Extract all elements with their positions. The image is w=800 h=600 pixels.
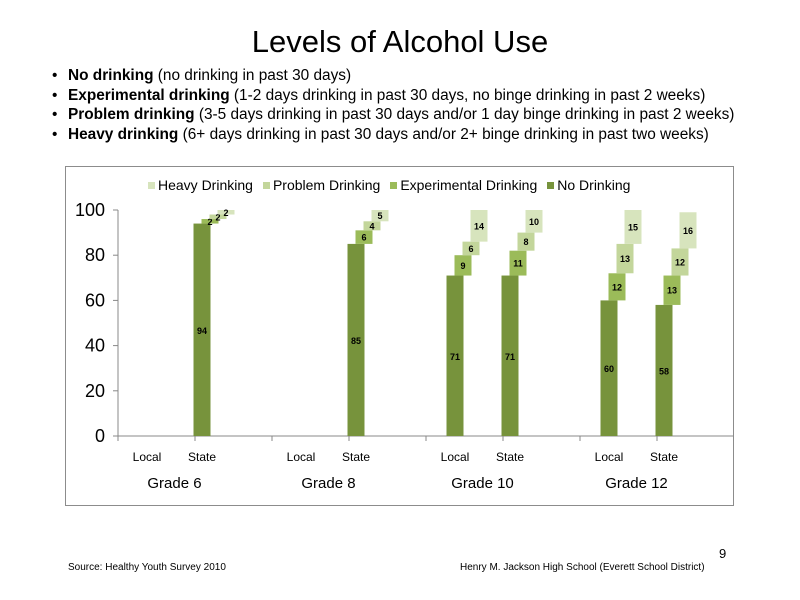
legend-label: Problem Drinking xyxy=(272,177,381,193)
definition-desc: (1-2 days drinking in past 30 days, no b… xyxy=(233,86,706,104)
bar-segment xyxy=(663,275,681,305)
bar-segment xyxy=(509,250,527,276)
data-label: 2 xyxy=(223,208,228,218)
legend-swatch xyxy=(547,181,555,189)
bar-segment xyxy=(371,210,389,222)
bar-category-label: State xyxy=(496,450,524,464)
data-label: 2 xyxy=(207,217,212,227)
bar-segment xyxy=(201,219,219,224)
y-tick-label: 100 xyxy=(75,200,105,220)
y-tick-label: 60 xyxy=(85,290,105,310)
y-tick-label: 40 xyxy=(85,336,105,356)
data-label: 16 xyxy=(683,226,693,236)
data-label: 13 xyxy=(620,254,630,264)
bar-category-label: Local xyxy=(133,450,162,464)
bar-segment xyxy=(655,304,673,436)
bar-segment xyxy=(446,275,464,436)
legend-label: Heavy Drinking xyxy=(158,177,253,193)
data-label: 5 xyxy=(377,211,382,221)
data-label: 13 xyxy=(667,286,677,296)
legend-label: Experimental Drinking xyxy=(400,177,538,193)
group-label: Grade 12 xyxy=(605,475,668,492)
legend-swatch xyxy=(148,181,155,189)
bar-segment xyxy=(217,210,235,215)
legend-item-heavy-drinking: Heavy Drinking xyxy=(148,177,253,193)
bar-segment xyxy=(355,230,373,244)
bar-segment xyxy=(517,232,535,251)
definition-term: Experimental drinking xyxy=(68,86,230,104)
group-label: Grade 10 xyxy=(451,475,514,492)
y-tick-label: 20 xyxy=(85,381,105,401)
slide-title: Levels of Alcohol Use xyxy=(251,24,549,59)
data-label: 94 xyxy=(197,326,207,336)
bar-category-label: State xyxy=(188,450,216,464)
definition-experimental-drinking: Experimental drinking (1-2 days drinking… xyxy=(52,86,734,106)
data-label: 4 xyxy=(369,221,374,231)
legend-item-experimental-drinking: Experimental Drinking xyxy=(390,177,537,193)
definition-list: No drinking (no drinking in past 30 days… xyxy=(52,66,734,144)
bar-segment xyxy=(454,255,472,276)
bar-segment xyxy=(600,300,618,436)
definition-no-drinking: No drinking (no drinking in past 30 days… xyxy=(52,66,734,86)
bar-segment xyxy=(671,248,689,276)
group-label: Grade 8 xyxy=(301,475,355,492)
data-label: 2 xyxy=(215,212,220,222)
definition-desc: (no drinking in past 30 days) xyxy=(157,67,352,84)
bar-category-label: Local xyxy=(441,450,470,464)
data-label: 14 xyxy=(474,221,484,231)
definition-desc: (6+ days drinking in past 30 days and/or… xyxy=(182,125,709,143)
bar-category-label: State xyxy=(342,450,370,464)
definition-term: No drinking xyxy=(68,67,154,84)
bar-segment xyxy=(616,243,634,274)
bar-segment xyxy=(193,223,211,436)
footer-school: Henry M. Jackson High School (Everett Sc… xyxy=(460,562,705,573)
definition-heavy-drinking: Heavy drinking (6+ days drinking in past… xyxy=(52,125,734,145)
bar-category-label: State xyxy=(650,450,678,464)
y-tick-label: 80 xyxy=(85,245,105,265)
bar-category-label: Local xyxy=(287,450,316,464)
bar-category-label: Local xyxy=(595,450,624,464)
chart-legend: Heavy Drinking Problem Drinking Experime… xyxy=(148,177,630,193)
bar-segment xyxy=(624,210,642,244)
bar-segment xyxy=(347,243,365,436)
data-label: 15 xyxy=(628,222,638,232)
data-label: 58 xyxy=(659,366,669,376)
bar-segment xyxy=(525,210,543,233)
bar-segment xyxy=(462,241,480,256)
data-label: 85 xyxy=(351,336,361,346)
bar-segment xyxy=(470,210,488,242)
bar-segment xyxy=(679,212,697,249)
data-label: 60 xyxy=(604,364,614,374)
definition-desc: (3-5 days drinking in past 30 days and/o… xyxy=(198,106,735,123)
bar-segment xyxy=(209,214,227,220)
data-label: 10 xyxy=(529,217,539,227)
legend-swatch xyxy=(262,181,270,189)
data-label: 71 xyxy=(505,352,515,362)
data-label: 6 xyxy=(361,233,366,243)
data-label: 9 xyxy=(460,261,465,271)
data-label: 6 xyxy=(468,244,473,254)
data-label: 11 xyxy=(513,259,523,269)
data-label: 12 xyxy=(612,282,622,292)
definition-term: Heavy drinking xyxy=(68,125,179,143)
data-label: 8 xyxy=(523,237,528,247)
group-label: Grade 6 xyxy=(147,475,201,492)
chart-frame xyxy=(65,166,734,506)
bar-segment xyxy=(501,275,519,436)
legend-item-no-drinking: No Drinking xyxy=(547,177,630,193)
bar-segment xyxy=(608,273,626,301)
footer-source: Source: Healthy Youth Survey 2010 xyxy=(68,562,226,573)
page-number: 9 xyxy=(719,546,727,561)
y-tick-label: 0 xyxy=(95,426,105,446)
legend-swatch xyxy=(390,181,398,189)
legend-item-problem-drinking: Problem Drinking xyxy=(262,177,381,193)
legend-label: No Drinking xyxy=(557,177,631,193)
definition-term: Problem drinking xyxy=(68,106,195,123)
data-label: 71 xyxy=(450,352,460,362)
bar-segment xyxy=(363,221,381,231)
definition-problem-drinking: Problem drinking (3-5 days drinking in p… xyxy=(52,105,734,125)
data-label: 12 xyxy=(675,257,685,267)
